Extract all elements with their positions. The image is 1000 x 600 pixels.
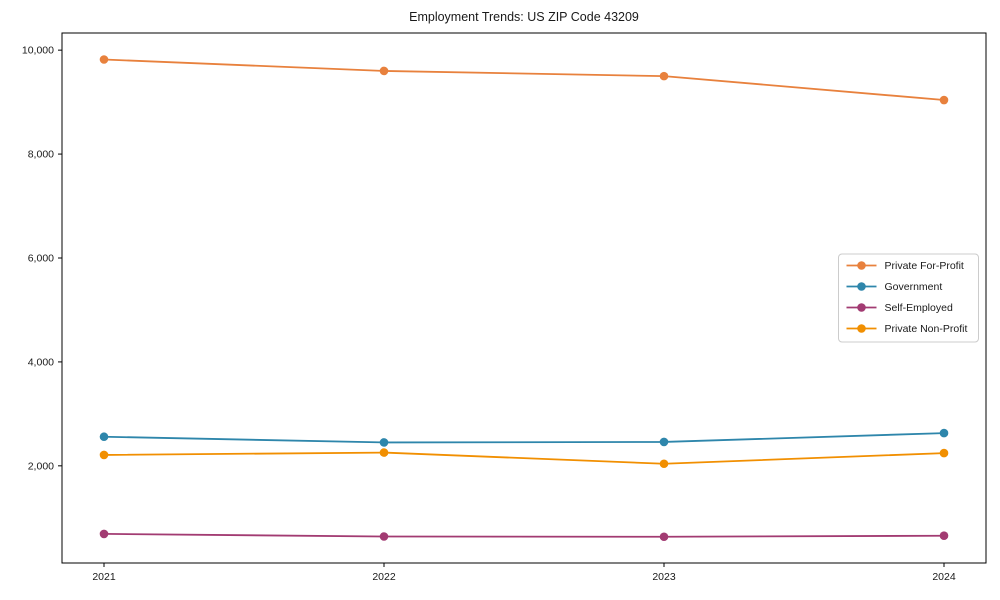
y-tick-label: 4,000 [28,357,54,369]
y-tick-label: 2,000 [28,460,54,472]
data-point-self-employed-2023 [659,532,669,542]
legend-label-private-non-profit: Private Non-Profit [885,323,968,335]
x-tick-label: 2022 [372,571,396,583]
data-point-private-for-profit-2022 [379,66,389,76]
data-point-private-for-profit-2021 [99,55,109,64]
chart-title: Employment Trends: US ZIP Code 43209 [409,10,639,24]
series-line-self-employed [103,533,945,538]
data-point-private-non-profit-2022 [379,448,389,457]
data-point-private-non-profit-2023 [659,459,669,469]
legend-label-private-for-profit: Private For-Profit [885,260,964,272]
y-tick-label: 10,000 [22,45,54,57]
data-point-self-employed-2022 [379,532,389,541]
legend-marker-government [857,282,866,291]
x-tick-label: 2021 [92,571,116,583]
plot-border [61,32,987,564]
series-line-private-non-profit [103,451,945,465]
data-point-private-for-profit-2024 [939,95,949,105]
legend-marker-self-employed [857,303,866,312]
data-point-government-2021 [99,432,109,442]
y-tick-label: 8,000 [28,149,54,161]
data-point-self-employed-2021 [99,529,109,539]
y-tick-label: 6,000 [28,253,54,265]
legend-box [838,253,979,343]
legend-label-self-employed: Self-Employed [885,302,953,314]
data-point-government-2023 [659,437,669,447]
legend-marker-private-non-profit [857,324,866,333]
x-tick-label: 2023 [652,571,676,583]
legend-label-government: Government [885,281,943,293]
data-point-government-2022 [379,438,389,447]
data-point-self-employed-2024 [939,531,949,541]
legend-marker-private-for-profit [857,261,866,270]
data-point-private-non-profit-2024 [939,448,949,458]
data-point-government-2024 [939,428,949,438]
x-tick-label: 2024 [932,571,956,583]
data-point-private-non-profit-2021 [99,450,109,460]
series-line-private-for-profit [103,58,945,101]
data-point-private-for-profit-2023 [659,71,669,81]
series-line-government [103,432,945,444]
